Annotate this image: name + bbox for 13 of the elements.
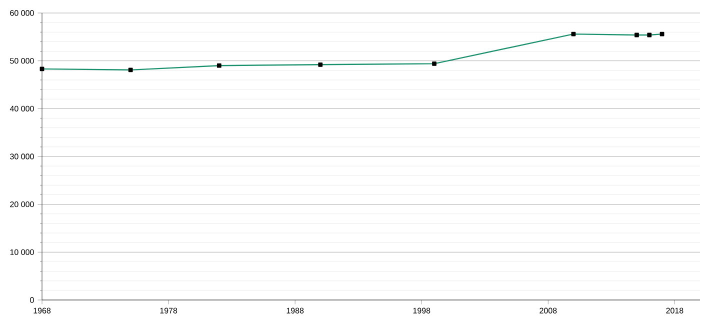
x-tick-label: 1978	[160, 308, 178, 314]
x-tick-label: 2008	[540, 308, 557, 314]
x-tick-label: 1988	[286, 308, 304, 314]
y-tick-label: 20 000	[10, 201, 34, 208]
y-tick-label: 50 000	[10, 58, 34, 64]
y-tick-label: 60 000	[10, 10, 34, 16]
x-tick-label: 1998	[413, 308, 430, 314]
y-tick-label: 10 000	[10, 249, 34, 255]
y-tick-label: 40 000	[10, 106, 34, 112]
y-tick-label: 30 000	[10, 154, 34, 160]
x-tick-label: 1968	[34, 308, 51, 314]
x-tick-label: 2018	[666, 308, 684, 314]
y-tick-label: 0	[30, 297, 34, 303]
